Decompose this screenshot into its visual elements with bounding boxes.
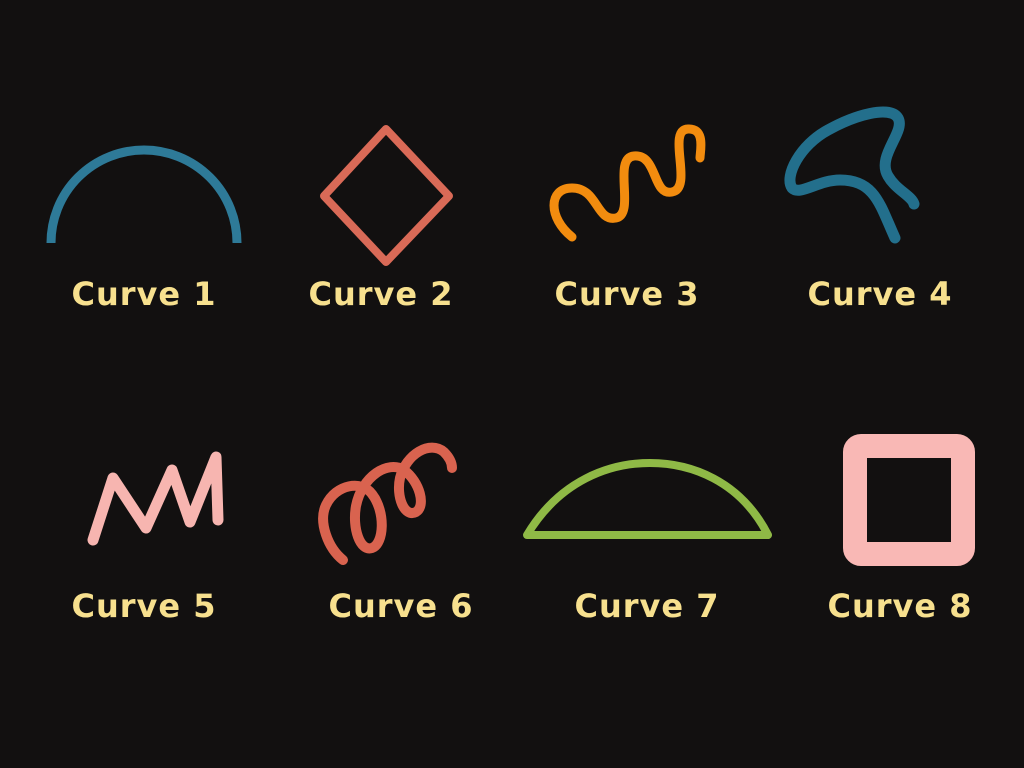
- curve-8-label: Curve 8: [827, 587, 973, 625]
- curve-1-label: Curve 1: [71, 275, 217, 313]
- curve-5-shape: [87, 451, 224, 546]
- curve-2-label: Curve 2: [308, 275, 454, 313]
- curve-7-shape: [523, 459, 772, 539]
- curve-4-label: Curve 4: [807, 275, 953, 313]
- curve-3-shape: [549, 124, 706, 242]
- curve-7-label: Curve 7: [574, 587, 720, 625]
- curve-4-shape: [784, 106, 920, 244]
- curve-6-shape: [318, 442, 457, 565]
- curve-6-label: Curve 6: [328, 587, 474, 625]
- curve-8-shape: [843, 434, 975, 566]
- curve-3-label: Curve 3: [554, 275, 700, 313]
- curve-1-shape: [46, 145, 242, 244]
- curve-5-label: Curve 5: [71, 587, 217, 625]
- curve-2-shape: [320, 125, 453, 266]
